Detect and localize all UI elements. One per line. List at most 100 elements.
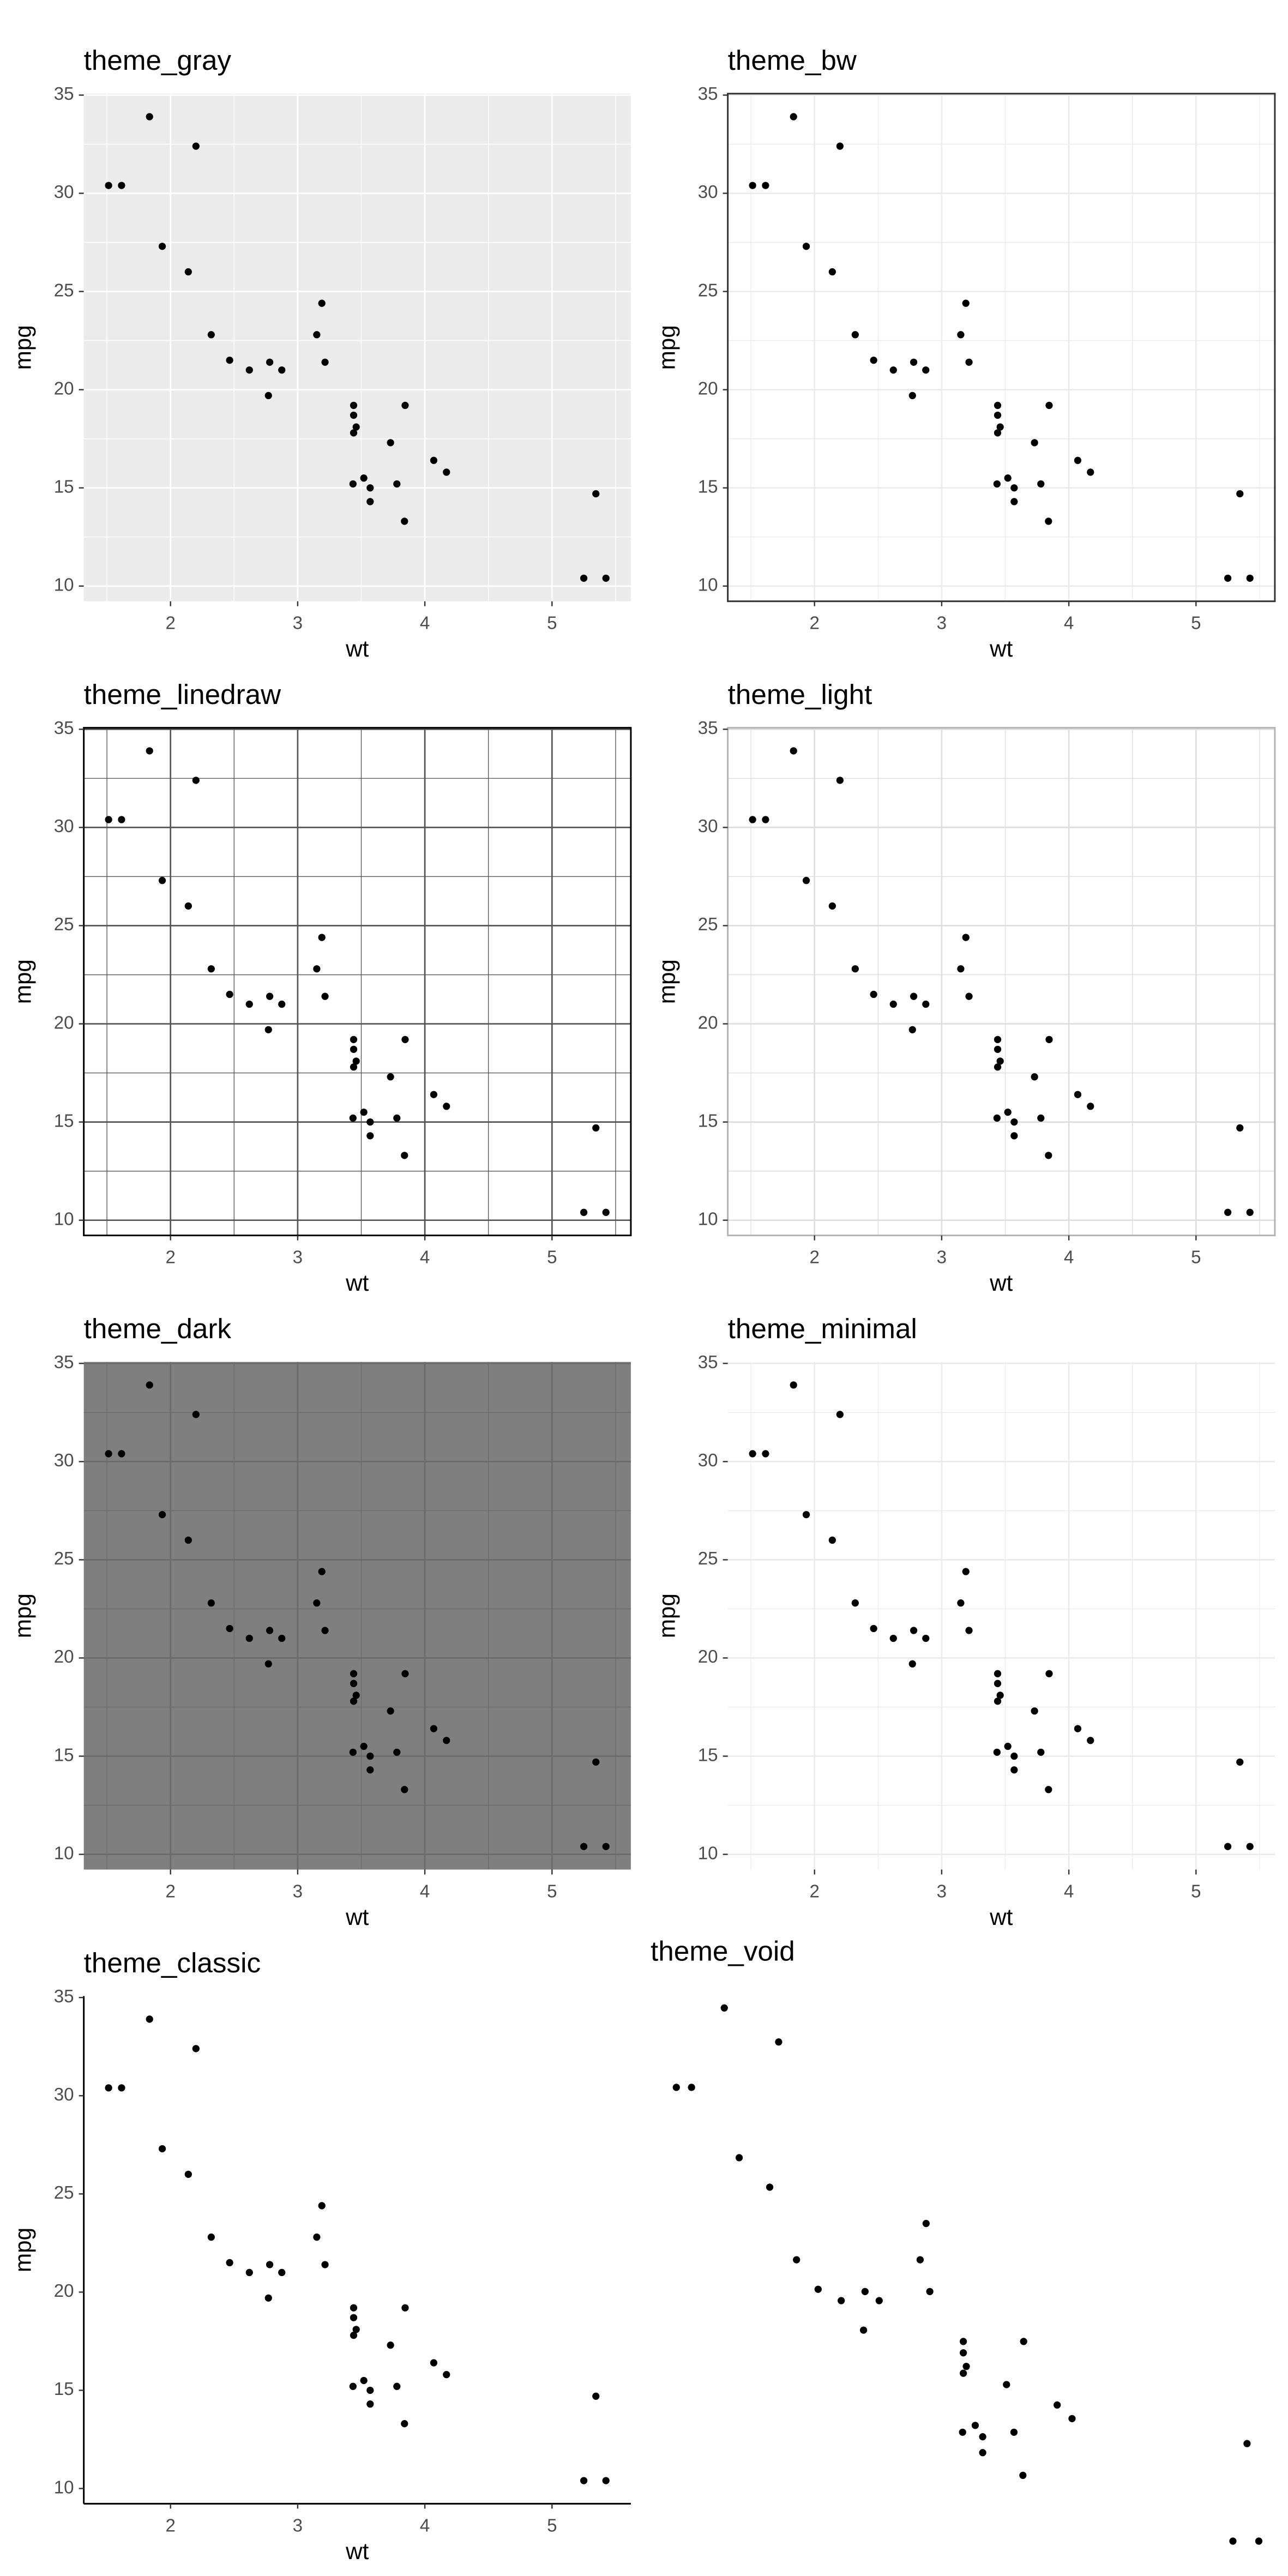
point xyxy=(401,517,408,525)
point xyxy=(592,1758,600,1766)
x-tick-label: 3 xyxy=(293,2515,303,2536)
y-tick-label: 25 xyxy=(54,914,74,935)
point xyxy=(352,1057,360,1065)
y-tick-label: 25 xyxy=(54,2183,74,2203)
point xyxy=(802,877,810,884)
point xyxy=(580,2477,588,2484)
x-tick-label: 4 xyxy=(1064,613,1074,634)
point xyxy=(318,934,326,941)
point xyxy=(1045,517,1052,525)
y-tick-label: 35 xyxy=(698,718,718,738)
point xyxy=(318,1568,326,1575)
point xyxy=(962,2363,970,2370)
y-tick-label: 35 xyxy=(54,718,74,738)
point xyxy=(1020,2338,1027,2345)
point xyxy=(350,411,358,419)
point xyxy=(814,2285,822,2293)
point xyxy=(105,2084,112,2092)
point xyxy=(266,992,274,1000)
chart-title: theme_linedraw xyxy=(84,679,281,710)
point xyxy=(321,992,329,1000)
point xyxy=(321,2261,329,2268)
point xyxy=(366,2386,374,2394)
point xyxy=(393,480,401,488)
point xyxy=(1004,474,1012,482)
point xyxy=(387,439,394,447)
point xyxy=(430,1725,438,1732)
point xyxy=(957,1599,965,1607)
x-tick-label: 4 xyxy=(1064,1248,1074,1268)
point xyxy=(828,902,836,910)
point xyxy=(1236,1124,1244,1132)
point xyxy=(1074,456,1082,464)
y-tick-label: 30 xyxy=(698,1450,718,1471)
y-tick-label: 20 xyxy=(698,1013,718,1033)
point xyxy=(922,1634,930,1642)
point xyxy=(313,965,321,973)
point xyxy=(790,1381,797,1389)
point xyxy=(790,747,797,755)
x-axis-label: wt xyxy=(345,636,369,661)
x-tick-label: 2 xyxy=(165,1248,175,1268)
point xyxy=(387,1707,394,1715)
point xyxy=(993,480,1001,488)
point xyxy=(443,1737,450,1744)
x-tick-label: 3 xyxy=(293,613,303,634)
point xyxy=(793,2256,801,2264)
point xyxy=(350,1680,358,1687)
point xyxy=(443,2371,450,2379)
point xyxy=(1037,1748,1045,1756)
point xyxy=(266,358,274,366)
x-tick-label: 5 xyxy=(547,2515,557,2536)
point xyxy=(443,468,450,476)
y-axis-label: mpg xyxy=(654,959,679,1004)
point xyxy=(979,2433,986,2441)
point xyxy=(851,331,859,339)
point xyxy=(387,2342,394,2349)
point xyxy=(962,299,970,307)
point xyxy=(1246,1208,1254,1216)
point xyxy=(184,902,192,910)
point xyxy=(401,1152,408,1159)
point xyxy=(366,1752,374,1760)
x-tick-label: 3 xyxy=(293,1881,303,1901)
point xyxy=(318,2202,326,2210)
point xyxy=(350,2331,358,2339)
point xyxy=(118,816,125,823)
point xyxy=(790,113,797,121)
point xyxy=(592,1124,600,1132)
point xyxy=(226,2259,233,2267)
point xyxy=(802,243,810,250)
point xyxy=(836,1411,844,1418)
chart-title: theme_light xyxy=(728,679,872,710)
point xyxy=(350,2314,358,2321)
point xyxy=(836,142,844,150)
point xyxy=(766,2183,774,2191)
y-tick-label: 25 xyxy=(698,1549,718,1569)
y-axis-label: mpg xyxy=(10,1593,35,1638)
y-tick-label: 35 xyxy=(698,1352,718,1373)
x-tick-label: 5 xyxy=(1191,1248,1201,1268)
point xyxy=(996,1692,1004,1699)
point xyxy=(226,1624,233,1633)
point xyxy=(602,574,610,582)
point xyxy=(762,182,769,189)
point xyxy=(401,1670,409,1677)
x-tick-label: 4 xyxy=(420,2515,430,2536)
point xyxy=(350,2304,358,2312)
y-axis-label: mpg xyxy=(10,325,35,370)
y-tick-label: 20 xyxy=(54,1647,74,1667)
y-axis-label: mpg xyxy=(654,325,679,370)
point xyxy=(1255,2537,1263,2545)
point xyxy=(350,1036,358,1043)
panel xyxy=(727,93,1275,601)
point xyxy=(352,2326,360,2333)
y-axis-label: mpg xyxy=(654,1593,679,1638)
point xyxy=(1019,2471,1027,2479)
y-axis-label: mpg xyxy=(10,2228,35,2272)
x-tick-label: 2 xyxy=(809,613,819,634)
point xyxy=(278,2268,286,2277)
point xyxy=(321,358,329,366)
panel-border xyxy=(83,727,632,1237)
panel-border xyxy=(727,93,1276,603)
